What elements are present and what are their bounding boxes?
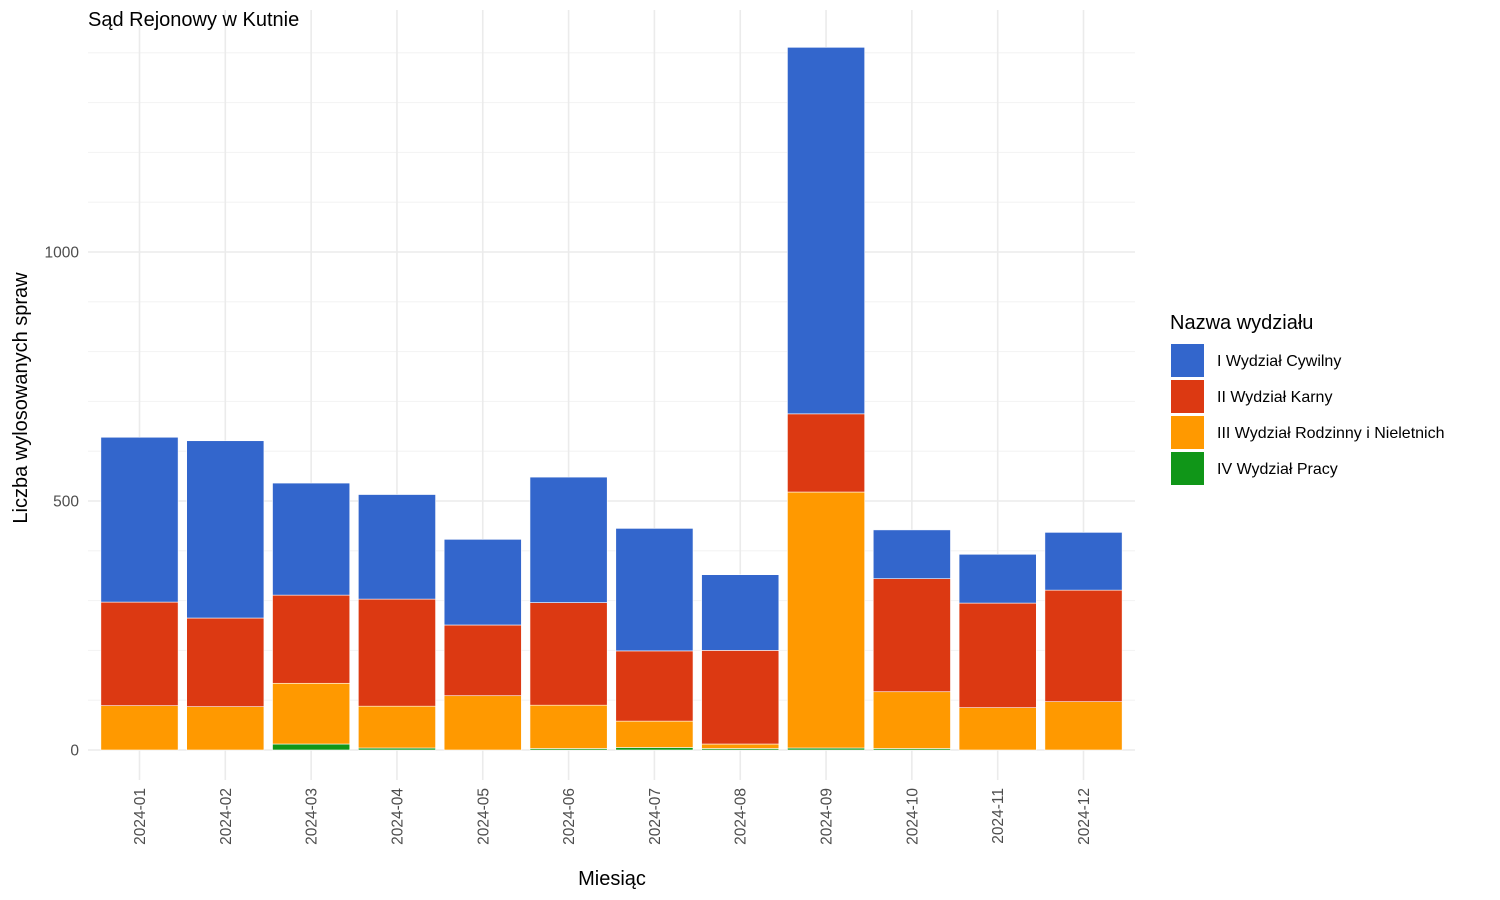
- bar-segment: [100, 601, 179, 706]
- legend-label: III Wydział Rodzinny i Nieletnich: [1217, 425, 1445, 442]
- bar-segment: [100, 436, 179, 603]
- bar-segment: [1044, 701, 1123, 751]
- bars-layer: [100, 47, 1123, 751]
- x-tick-label: 2024-04: [389, 788, 406, 845]
- legend-label: II Wydział Karny: [1217, 389, 1332, 406]
- bar-segment: [272, 743, 351, 751]
- bar-segment: [1044, 532, 1123, 591]
- legend: Nazwa wydziału I Wydział Cywilny II Wydzi…: [1170, 312, 1445, 485]
- bar-segment: [701, 743, 780, 749]
- legend-swatch: [1171, 416, 1204, 449]
- bar-segment: [443, 695, 522, 751]
- bar-segment: [958, 602, 1037, 708]
- bar-segment: [529, 704, 608, 749]
- bar-segment: [358, 494, 436, 600]
- x-tick-label: 2024-12: [1076, 788, 1093, 845]
- x-tick-label: 2024-06: [561, 788, 578, 845]
- x-tick-label: 2024-07: [647, 788, 664, 845]
- x-axis-title: Miesiąc: [578, 868, 646, 890]
- bar-segment: [787, 413, 865, 493]
- bar-segment: [358, 705, 436, 749]
- bar-segment: [701, 650, 780, 745]
- bar-segment: [615, 528, 694, 652]
- legend-swatch: [1171, 380, 1204, 413]
- bar-segment: [787, 491, 865, 749]
- y-tick-label: 1000: [45, 245, 80, 262]
- bar-segment: [872, 578, 951, 693]
- bar-segment: [358, 598, 436, 707]
- legend-items: I Wydział Cywilny II Wydział Karny III Wyd…: [1171, 344, 1445, 485]
- chart-title: Sąd Rejonowy w Kutnie: [88, 9, 299, 31]
- y-tick-label: 0: [70, 743, 79, 760]
- bar-segment: [872, 529, 951, 579]
- legend-swatch: [1171, 344, 1204, 377]
- bar-segment: [872, 691, 951, 749]
- bar-segment: [186, 706, 265, 751]
- y-tick-labels: 0 500 1000: [45, 245, 80, 760]
- x-tick-label: 2024-11: [990, 788, 1007, 844]
- x-tick-labels: 2024-01 2024-02 2024-03 2024-04 2024-05 2024-…: [132, 788, 1093, 845]
- bar-segment: [529, 476, 608, 603]
- x-tick-label: 2024-08: [733, 788, 750, 845]
- y-axis-title: Liczba wylosowanych spraw: [10, 272, 32, 524]
- bar-segment: [272, 482, 351, 596]
- x-tick-label: 2024-03: [304, 788, 321, 845]
- bar-segment: [272, 682, 351, 745]
- bar-segment: [787, 47, 865, 415]
- bar-segment: [958, 707, 1037, 751]
- x-tick-label: 2024-01: [132, 788, 149, 845]
- bar-segment: [443, 539, 522, 626]
- x-tick-label: 2024-09: [819, 788, 836, 845]
- bar-segment: [186, 617, 265, 707]
- bar-segment: [958, 553, 1037, 604]
- x-tick-label: 2024-05: [475, 788, 492, 845]
- bar-segment: [529, 602, 608, 706]
- legend-label: I Wydział Cywilny: [1217, 353, 1341, 370]
- bar-segment: [443, 624, 522, 697]
- bar-segment: [100, 705, 179, 751]
- legend-title: Nazwa wydziału: [1170, 312, 1313, 334]
- bar-segment: [1044, 589, 1123, 702]
- bar-segment: [615, 720, 694, 748]
- bar-segment: [615, 650, 694, 722]
- x-tick-label: 2024-02: [218, 788, 235, 845]
- legend-swatch: [1171, 452, 1204, 485]
- bar-segment: [615, 747, 694, 751]
- y-tick-label: 500: [53, 494, 79, 511]
- x-tick-label: 2024-10: [904, 788, 921, 845]
- bar-segment: [701, 574, 780, 651]
- bar-segment: [272, 594, 351, 684]
- legend-label: IV Wydział Pracy: [1217, 461, 1338, 478]
- bar-segment: [186, 440, 265, 619]
